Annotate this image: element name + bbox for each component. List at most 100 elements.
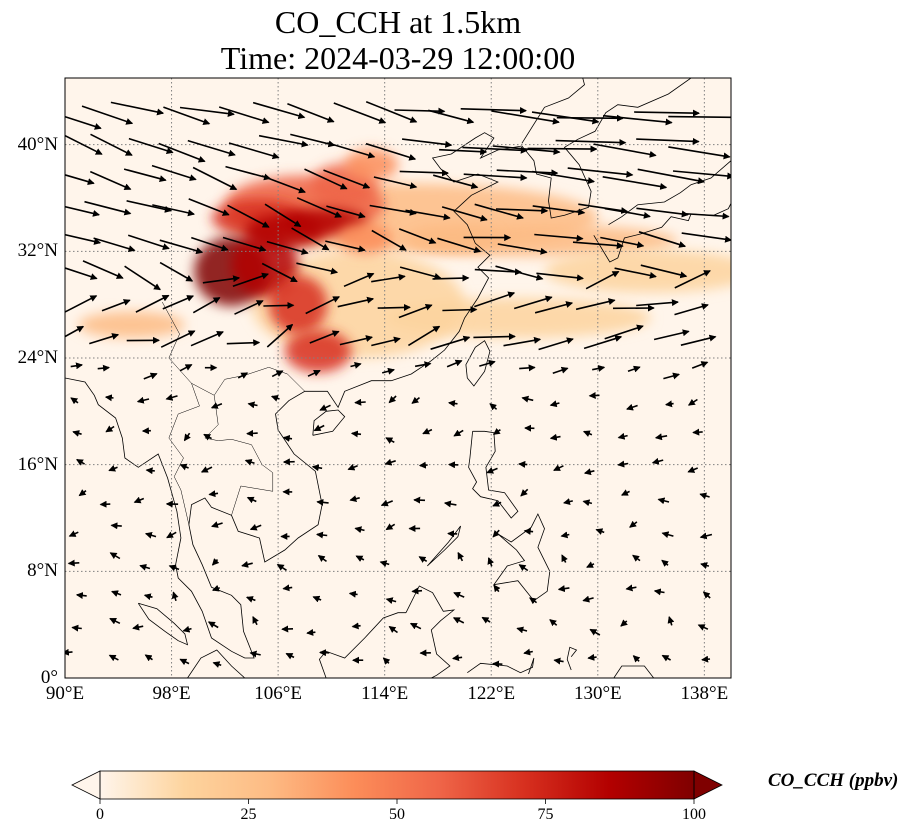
wind-arrow: [442, 306, 478, 314]
wind-arrow: [350, 361, 362, 369]
wind-arrow: [211, 584, 220, 592]
wind-arrow: [246, 429, 258, 437]
wind-arrow: [384, 458, 396, 466]
wind-arrow: [333, 102, 387, 124]
wind-arrow: [463, 173, 528, 182]
wind-arrow: [634, 109, 700, 117]
wind-arrow: [111, 590, 122, 597]
wind-arrow: [179, 658, 190, 666]
wind-arrow: [640, 264, 688, 279]
wind-arrow: [132, 623, 144, 631]
wind-arrow: [399, 266, 442, 280]
wind-arrow: [532, 170, 595, 185]
wind-arrow: [244, 458, 255, 466]
wind-arrow: [135, 294, 170, 313]
wind-arrow: [65, 115, 102, 130]
wind-arrow: [521, 395, 534, 403]
wind-arrow: [516, 626, 528, 634]
wind-arrow: [369, 204, 417, 216]
wind-arrow: [144, 654, 153, 662]
wind-arrow: [479, 359, 496, 367]
wind-arrow: [160, 330, 196, 348]
wind-arrow: [133, 496, 145, 504]
wind-arrow: [653, 588, 665, 596]
wind-arrow: [93, 237, 136, 253]
wind-arrow: [325, 240, 366, 253]
wind-arrow: [629, 520, 638, 528]
wind-arrow: [152, 204, 195, 217]
wind-arrow: [266, 323, 294, 348]
wind-arrow: [492, 529, 500, 538]
wind-arrow: [567, 167, 634, 178]
wind-arrow: [127, 234, 170, 250]
wind-arrow: [492, 145, 561, 156]
colorbar-tick-label: 25: [240, 806, 257, 823]
wind-arrow: [105, 425, 115, 433]
wind-arrow: [208, 490, 219, 498]
wind-arrow: [700, 562, 710, 569]
wind-arrow: [75, 591, 87, 599]
longitude-tick-label: 106°E: [254, 683, 302, 704]
wind-arrow: [489, 403, 498, 411]
wind-arrow: [348, 590, 358, 598]
wind-arrow: [620, 489, 630, 496]
wind-arrow: [549, 619, 558, 627]
map-frame: [64, 77, 732, 679]
wind-arrow: [270, 395, 280, 402]
wind-arrow: [632, 554, 641, 562]
wind-arrow: [575, 298, 616, 311]
wind-arrow: [625, 584, 637, 592]
latitude-tick-label: 32°N: [17, 240, 58, 262]
wind-arrow: [474, 203, 524, 220]
coastline: [137, 602, 189, 646]
wind-arrow: [699, 532, 713, 540]
wind-arrow: [271, 370, 284, 378]
wind-arrow: [681, 212, 730, 220]
longitude-tick-label: 130°E: [573, 683, 622, 704]
wind-arrow: [108, 465, 118, 472]
wind-arrow: [354, 526, 365, 534]
wind-arrow: [492, 660, 503, 668]
wind-arrow: [680, 334, 717, 346]
wind-arrow: [110, 522, 122, 530]
coastline: [427, 525, 461, 567]
wind-arrow: [203, 433, 212, 441]
wind-arrow: [593, 143, 657, 158]
wind-arrow: [657, 497, 670, 505]
wind-arrow: [313, 424, 325, 432]
wind-arrow: [145, 467, 155, 475]
wind-arrow: [674, 270, 711, 289]
map-background: [65, 78, 731, 678]
wind-arrow: [443, 500, 457, 508]
wind-arrow: [319, 404, 331, 411]
wind-arrow: [143, 593, 153, 601]
wind-arrow: [188, 198, 230, 216]
wind-arrow: [326, 205, 366, 219]
wind-arrow: [496, 169, 559, 177]
wind-arrow: [583, 335, 623, 350]
wind-arrow: [452, 617, 465, 624]
longitude-tick-label: 114°E: [361, 683, 409, 704]
concentration-blob: [404, 224, 498, 252]
wind-arrow: [109, 617, 121, 625]
wind-arrow: [409, 622, 422, 630]
wind-arrow: [246, 496, 257, 504]
wind-arrow: [560, 531, 570, 539]
wind-arrow: [71, 624, 82, 632]
wind-arrow: [68, 530, 79, 537]
wind-arrow: [661, 559, 669, 567]
wind-arrow: [182, 625, 192, 633]
wind-arrow: [191, 236, 229, 252]
wind-arrow: [418, 556, 428, 563]
wind-arrow: [232, 272, 269, 288]
wind-arrow: [350, 430, 362, 438]
colorbar-max-extension: [693, 770, 723, 800]
wind-arrow: [697, 624, 709, 631]
wind-arrow: [460, 107, 527, 115]
wind-arrow: [691, 361, 709, 369]
wind-arrow: [192, 166, 238, 191]
wind-arrow: [487, 557, 495, 567]
coastline: [465, 340, 491, 387]
wind-arrow: [241, 560, 253, 568]
map-time-label: Time: 2024-03-29 12:00:00: [220, 40, 576, 76]
